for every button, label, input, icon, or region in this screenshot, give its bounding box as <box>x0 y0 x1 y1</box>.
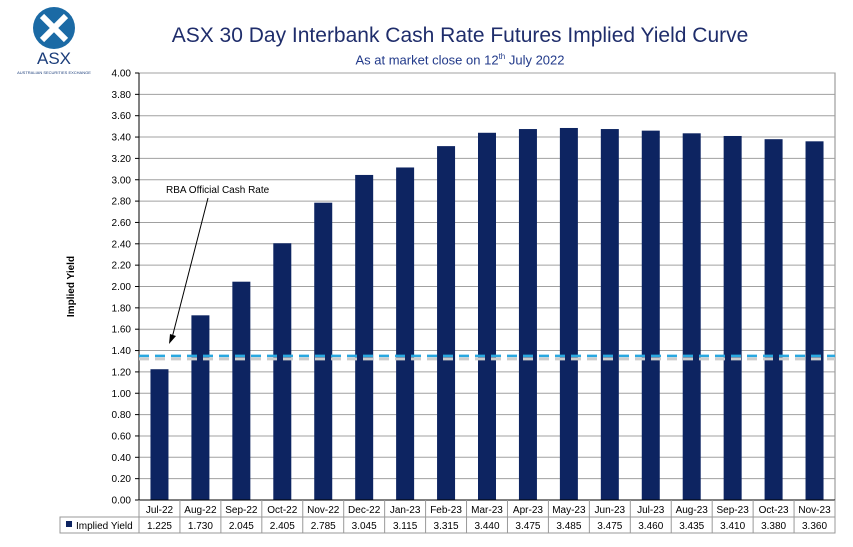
x-tick-label: Oct-23 <box>759 505 789 516</box>
data-value: 3.475 <box>515 521 540 532</box>
x-tick-label: Feb-23 <box>430 505 462 516</box>
y-tick-label: 3.60 <box>112 111 132 122</box>
x-tick-label: Jun-23 <box>595 505 626 516</box>
bar-May-23 <box>559 127 578 500</box>
bar-Mar-23 <box>478 132 496 500</box>
bar-Dec-22 <box>355 174 374 501</box>
y-tick-label: 0.00 <box>112 496 132 507</box>
bar-Aug-23 <box>682 133 701 500</box>
y-tick-label: 1.20 <box>112 367 132 378</box>
asx-logo: ASX AUSTRALIAN SECURITIES EXCHANGE <box>17 7 91 75</box>
data-value: 3.380 <box>761 521 786 532</box>
reference-line-label: RBA Official Cash Rate <box>166 185 270 196</box>
data-value: 3.475 <box>597 521 622 532</box>
y-tick-label: 0.60 <box>112 431 132 442</box>
y-tick-label: 2.40 <box>112 239 132 250</box>
x-tick-label: Jul-22 <box>146 505 174 516</box>
data-value: 3.115 <box>393 521 418 532</box>
bar-Jul-23 <box>641 130 660 500</box>
data-value: 3.410 <box>720 521 745 532</box>
data-value: 3.435 <box>679 521 704 532</box>
data-value: 3.315 <box>434 521 459 532</box>
y-tick-label: 1.40 <box>112 346 132 357</box>
data-value: 3.360 <box>802 521 827 532</box>
data-value: 3.440 <box>474 521 499 532</box>
x-tick-label: Oct-22 <box>267 505 297 516</box>
x-tick-label: Jan-23 <box>390 505 421 516</box>
x-tick-label: Apr-23 <box>513 505 543 516</box>
y-tick-label: 4.00 <box>112 69 132 80</box>
bar-Oct-22 <box>273 243 292 501</box>
data-value: 2.405 <box>270 521 295 532</box>
annotation-arrow <box>171 197 209 339</box>
y-tick-label: 3.40 <box>112 133 132 144</box>
chart-title: ASX 30 Day Interbank Cash Rate Futures I… <box>171 24 749 47</box>
bar-Nov-23 <box>805 141 824 500</box>
x-tick-label: May-23 <box>552 505 586 516</box>
legend-marker-icon <box>66 521 72 527</box>
y-tick-label: 2.00 <box>112 282 132 293</box>
bar-Oct-23 <box>764 139 783 500</box>
x-tick-label: Dec-22 <box>348 505 381 516</box>
x-tick-label: Sep-23 <box>717 505 750 516</box>
data-value: 3.485 <box>556 521 581 532</box>
x-tick-label: Jul-23 <box>637 505 665 516</box>
data-value: 2.785 <box>311 521 336 532</box>
data-value: 2.045 <box>229 521 254 532</box>
bar-Sep-22 <box>232 281 251 500</box>
y-tick-label: 3.20 <box>112 154 132 165</box>
x-tick-label: Aug-22 <box>184 505 217 516</box>
legend-label: Implied Yield <box>76 521 133 532</box>
bar-Aug-22 <box>191 315 210 500</box>
y-tick-label: 3.80 <box>112 90 132 101</box>
svg-text:ASX: ASX <box>37 49 71 68</box>
svg-text:AUSTRALIAN SECURITIES EXCHANGE: AUSTRALIAN SECURITIES EXCHANGE <box>17 70 91 75</box>
chart-subtitle: As at market close on 12th July 2022 <box>355 52 565 68</box>
bar-Jun-23 <box>600 129 619 500</box>
bar-Jan-23 <box>396 167 415 500</box>
y-tick-label: 2.80 <box>112 197 132 208</box>
y-tick-label: 0.40 <box>112 453 132 464</box>
bar-Sep-23 <box>723 135 742 501</box>
arrow-head-icon <box>169 334 176 344</box>
y-tick-label: 1.80 <box>112 303 132 314</box>
y-tick-label: 0.80 <box>112 410 132 421</box>
data-value: 3.045 <box>352 521 377 532</box>
y-tick-label: 2.60 <box>112 218 132 229</box>
x-tick-label: Mar-23 <box>471 505 503 516</box>
y-tick-label: 2.20 <box>112 261 132 272</box>
y-tick-label: 0.20 <box>112 474 132 485</box>
y-tick-label: 1.00 <box>112 389 132 400</box>
x-tick-label: Sep-22 <box>225 505 258 516</box>
x-tick-label: Aug-23 <box>676 505 709 516</box>
data-value: 1.225 <box>147 521 172 532</box>
bar-Nov-22 <box>314 202 333 501</box>
bar-Apr-23 <box>518 129 537 500</box>
bar-Feb-23 <box>437 146 456 500</box>
x-tick-label: Nov-22 <box>307 505 340 516</box>
x-tick-label: Nov-23 <box>798 505 831 516</box>
y-axis-label: Implied Yield <box>66 256 77 317</box>
y-tick-label: 3.00 <box>112 175 132 186</box>
y-tick-label: 1.60 <box>112 325 132 336</box>
bar-Jul-22 <box>150 369 169 500</box>
data-value: 1.730 <box>188 521 213 532</box>
data-value: 3.460 <box>638 521 663 532</box>
